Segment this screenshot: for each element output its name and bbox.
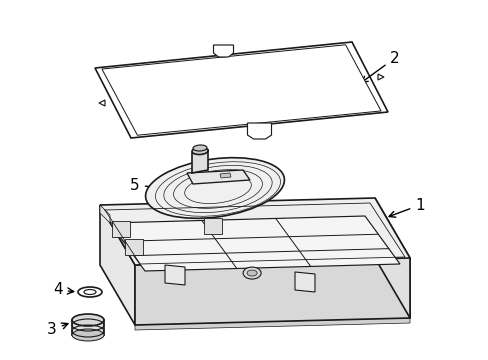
Ellipse shape — [193, 145, 206, 151]
Ellipse shape — [243, 267, 261, 279]
Polygon shape — [110, 216, 399, 271]
Polygon shape — [102, 45, 380, 135]
Ellipse shape — [78, 287, 102, 297]
Polygon shape — [100, 198, 409, 265]
Ellipse shape — [72, 314, 104, 326]
Polygon shape — [220, 173, 230, 178]
Polygon shape — [72, 320, 104, 335]
Polygon shape — [99, 100, 105, 106]
Ellipse shape — [192, 148, 207, 154]
Text: 4: 4 — [53, 283, 74, 297]
Polygon shape — [100, 205, 135, 325]
Polygon shape — [213, 45, 233, 57]
Ellipse shape — [246, 270, 257, 276]
Polygon shape — [186, 170, 249, 184]
Polygon shape — [135, 258, 409, 325]
Polygon shape — [377, 74, 383, 80]
Polygon shape — [100, 205, 110, 223]
Polygon shape — [192, 150, 207, 173]
Text: 5: 5 — [130, 177, 157, 193]
Polygon shape — [95, 42, 387, 138]
Polygon shape — [164, 265, 184, 285]
FancyBboxPatch shape — [125, 239, 143, 255]
Text: 3: 3 — [47, 323, 68, 338]
FancyBboxPatch shape — [203, 219, 222, 234]
Polygon shape — [135, 318, 409, 330]
Ellipse shape — [145, 158, 284, 218]
Text: 1: 1 — [388, 198, 424, 217]
Text: 2: 2 — [361, 50, 399, 82]
Polygon shape — [247, 123, 271, 139]
Ellipse shape — [84, 289, 96, 294]
Polygon shape — [374, 198, 409, 318]
Ellipse shape — [72, 329, 104, 341]
Polygon shape — [294, 272, 314, 292]
FancyBboxPatch shape — [112, 221, 130, 237]
